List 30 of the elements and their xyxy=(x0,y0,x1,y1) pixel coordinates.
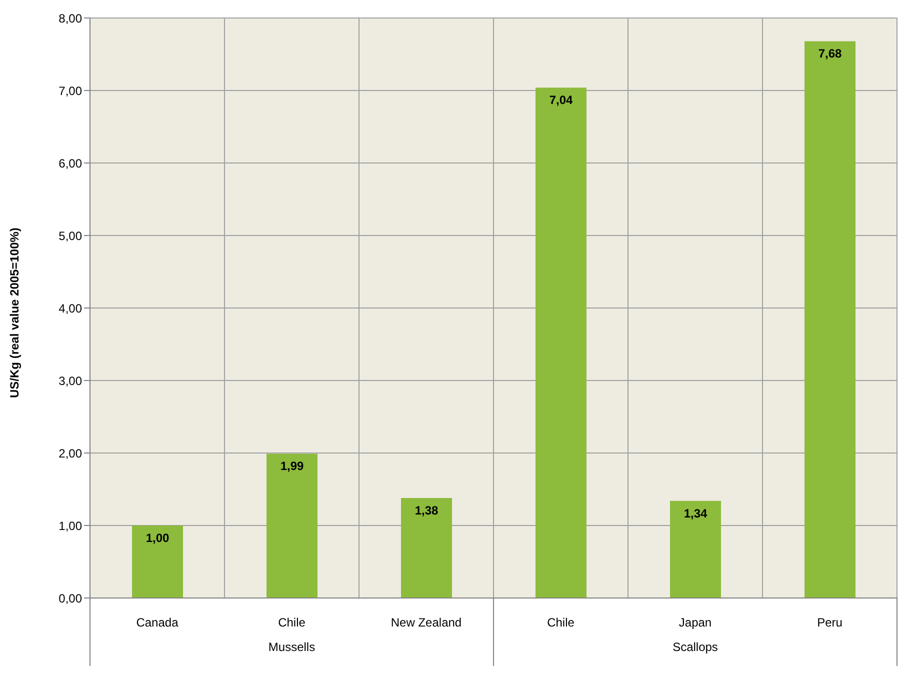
y-tick-label: 0,00 xyxy=(58,591,82,606)
data-label: 1,38 xyxy=(414,503,438,518)
bar xyxy=(804,41,856,598)
y-tick-label: 4,00 xyxy=(58,301,82,316)
x-tick-label: New Zealand xyxy=(390,616,462,630)
data-label: 7,68 xyxy=(818,46,842,61)
text: Mussells xyxy=(267,640,316,654)
x-tick-label: Chile xyxy=(547,616,575,630)
text: Scallops xyxy=(672,640,719,654)
data-label: 1,00 xyxy=(146,531,170,546)
y-tick-label: 7,00 xyxy=(58,84,82,98)
bar xyxy=(401,498,452,598)
y-tick-label: 1,00 xyxy=(58,518,82,533)
y-tick-label: 5,00 xyxy=(58,228,82,243)
y-tick-label: 6,00 xyxy=(58,156,82,170)
bar xyxy=(266,454,318,598)
y-axis-title: US/Kg (real value 2005=100%) xyxy=(7,228,22,398)
x-tick-label: Chile xyxy=(278,616,306,630)
bar xyxy=(536,88,586,598)
y-tick-label: 3,00 xyxy=(58,374,82,388)
y-tick-label: 2,00 xyxy=(58,446,82,460)
bar xyxy=(670,500,721,598)
data-label: 7,04 xyxy=(549,93,573,108)
y-tick-label: 8,00 xyxy=(58,11,82,26)
x-tick-label: Japan xyxy=(678,616,712,630)
bar xyxy=(132,526,183,598)
data-label: 1,99 xyxy=(280,459,304,474)
x-tick-label: Peru xyxy=(817,616,842,630)
x-tick-label: Canada xyxy=(136,616,179,630)
data-label: 1,34 xyxy=(684,506,708,520)
